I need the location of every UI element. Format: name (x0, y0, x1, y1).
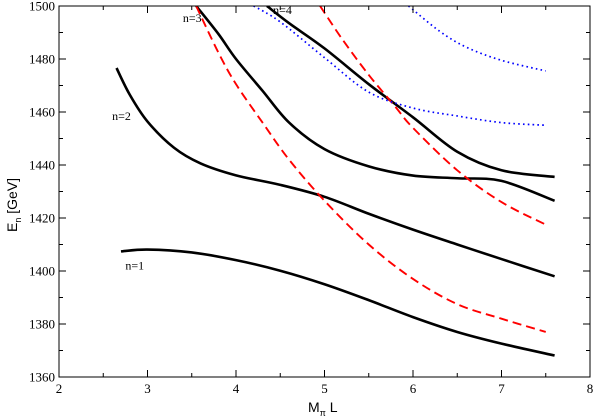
tick-layer: 2 3 4 5 6 7 8 1360 1380 1400 1420 1440 1460 1480 1500 (29, 0, 593, 396)
series-line-3 (195, 6, 556, 202)
x-tick-label: 4 (233, 381, 240, 396)
x-tick-label: 5 (321, 381, 328, 396)
y-tick-label: 1360 (29, 370, 55, 385)
y-tick-label: 1380 (29, 317, 55, 332)
series-line-6 (319, 6, 547, 226)
curve-label-n2: n=2 (112, 109, 131, 123)
x-tick-label: 7 (498, 381, 505, 396)
x-tick-label: 6 (410, 381, 417, 396)
curve-label-n3: n=3 (183, 11, 202, 25)
series-line-5 (195, 6, 547, 333)
x-tick-label: 2 (56, 381, 63, 396)
x-tick-label: 8 (587, 381, 593, 396)
y-tick-label: 1440 (29, 158, 55, 173)
curve-label-n4: n=4 (273, 3, 292, 17)
y-tick-label: 1460 (29, 105, 55, 120)
series-line-7 (253, 6, 546, 127)
y-tick-label: 1500 (29, 0, 55, 14)
y-tick-label: 1480 (29, 52, 55, 67)
x-tick-label: 3 (144, 381, 151, 396)
y-tick-label: 1400 (29, 264, 55, 279)
series-line-2 (115, 67, 556, 278)
curve-label-n1: n=1 (125, 259, 144, 273)
y-tick-label: 1420 (29, 211, 55, 226)
x-axis-title: Mπ L (308, 399, 338, 418)
annotation-layer: n=1 n=2 n=3 n=4 (112, 3, 292, 273)
series-line-1 (120, 248, 555, 357)
series-layer (115, 6, 556, 357)
y-axis-title: En [GeV] (4, 178, 23, 232)
